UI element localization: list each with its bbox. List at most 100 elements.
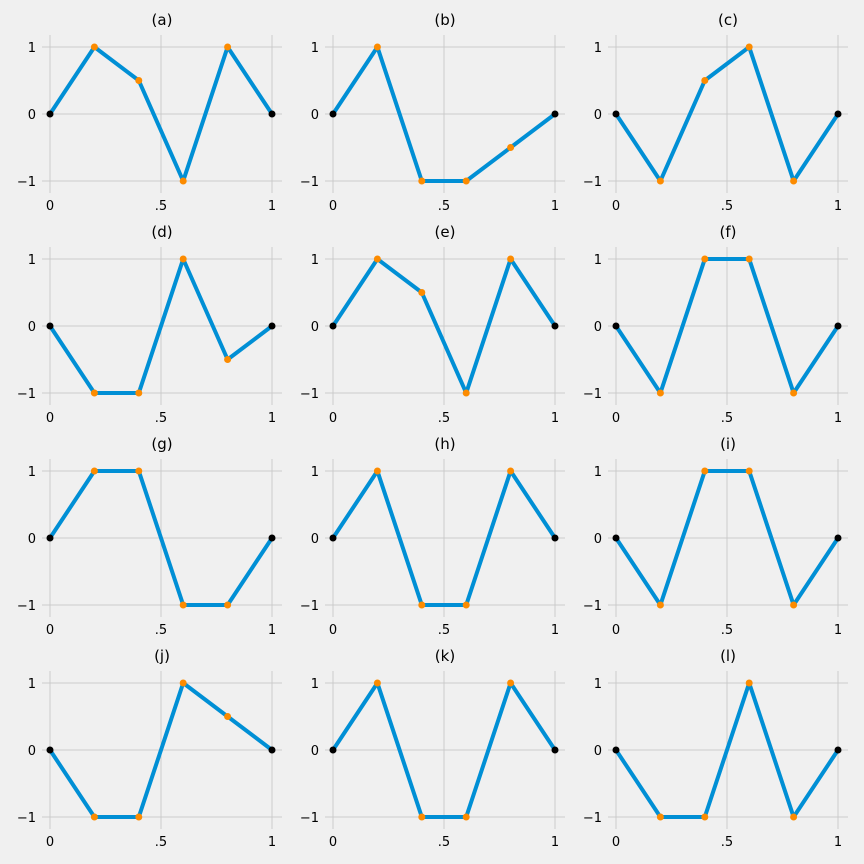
endpoint-marker <box>834 110 842 118</box>
data-point <box>90 813 98 821</box>
panel-8: (h) 0 .5 1 −1 0 1 <box>300 435 565 638</box>
x-tick-label: .5 <box>721 623 733 638</box>
x-tick-label: 1 <box>834 835 842 850</box>
series-line <box>614 681 840 819</box>
y-tick-label: 0 <box>594 108 602 123</box>
series-line <box>614 469 840 607</box>
y-tick-label: 0 <box>594 532 602 547</box>
y-tick-label: −1 <box>300 811 319 826</box>
y-tick-label: 0 <box>28 532 36 547</box>
y-tick-label: 1 <box>594 677 602 692</box>
endpoint-marker <box>46 534 54 542</box>
data-point <box>179 255 187 263</box>
data-point <box>418 289 426 296</box>
data-point <box>790 177 798 185</box>
data-point <box>507 255 515 263</box>
data-point <box>745 467 753 475</box>
y-tick-label: −1 <box>583 175 602 190</box>
data-point <box>179 177 187 185</box>
x-tick-label: 1 <box>268 623 276 638</box>
series-line <box>614 257 840 395</box>
data-point <box>507 144 515 151</box>
panel-5: (e) 0 .5 1 −1 0 1 <box>300 223 565 426</box>
y-tick-label: 1 <box>594 465 602 480</box>
y-tick-label: −1 <box>300 599 319 614</box>
endpoint-marker <box>329 322 337 330</box>
panel-7: (g) 0 .5 1 −1 0 1 <box>17 435 282 638</box>
data-point <box>373 255 381 263</box>
y-tick-label: 1 <box>311 465 319 480</box>
data-point <box>507 467 515 475</box>
x-tick-label: .5 <box>438 199 450 214</box>
endpoint-marker <box>46 322 54 330</box>
data-point <box>656 177 664 185</box>
panel-title: (l) <box>720 647 736 665</box>
y-tick-label: −1 <box>583 811 602 826</box>
y-tick-label: 1 <box>28 677 36 692</box>
data-point <box>373 43 381 51</box>
data-point <box>135 389 143 397</box>
x-tick-label: 0 <box>612 835 620 850</box>
data-point <box>790 601 798 609</box>
x-tick-label: 0 <box>46 835 54 850</box>
panel-title: (j) <box>154 647 170 665</box>
data-point <box>90 43 98 51</box>
panel-title: (f) <box>720 223 737 241</box>
x-tick-label: 1 <box>834 199 842 214</box>
x-tick-label: 0 <box>612 411 620 426</box>
data-point <box>701 467 709 475</box>
series-line <box>614 45 840 183</box>
y-tick-label: 0 <box>311 108 319 123</box>
data-point <box>135 813 143 821</box>
y-tick-label: −1 <box>300 387 319 402</box>
data-point <box>656 601 664 609</box>
data-point <box>179 601 187 609</box>
series-line <box>331 469 557 607</box>
x-tick-label: 0 <box>329 623 337 638</box>
data-point <box>90 389 98 397</box>
endpoint-marker <box>551 534 559 542</box>
x-tick-label: 0 <box>46 623 54 638</box>
series-line <box>48 257 274 395</box>
panel-1: (a) 0 .5 1 −1 0 1 <box>17 11 282 214</box>
x-tick-label: 1 <box>551 835 559 850</box>
x-tick-label: .5 <box>721 411 733 426</box>
y-tick-label: 1 <box>28 465 36 480</box>
panel-3: (c) 0 .5 1 −1 0 1 <box>583 11 848 214</box>
data-point <box>418 601 426 609</box>
panel-title: (k) <box>435 647 455 665</box>
panel-4: (d) 0 .5 1 −1 0 1 <box>17 223 282 426</box>
data-point <box>462 177 470 185</box>
data-point <box>745 679 753 687</box>
data-point <box>745 255 753 263</box>
x-tick-label: .5 <box>721 835 733 850</box>
panel-9: (i) 0 .5 1 −1 0 1 <box>583 435 848 638</box>
endpoint-marker <box>268 534 276 542</box>
data-point <box>462 813 470 821</box>
panel-11: (k) 0 .5 1 −1 0 1 <box>300 647 565 850</box>
panel-2: (b) 0 .5 1 −1 0 1 <box>300 11 565 214</box>
endpoint-marker <box>612 322 620 330</box>
x-tick-label: 1 <box>268 199 276 214</box>
endpoint-marker <box>329 110 337 118</box>
endpoint-marker <box>46 110 54 118</box>
y-tick-label: 1 <box>28 253 36 268</box>
x-tick-label: 0 <box>329 411 337 426</box>
y-tick-label: 1 <box>311 677 319 692</box>
data-point <box>224 356 232 363</box>
data-point <box>224 601 232 609</box>
panel-6: (f) 0 .5 1 −1 0 1 <box>583 223 848 426</box>
endpoint-marker <box>329 534 337 542</box>
data-point <box>135 467 143 475</box>
x-tick-label: 0 <box>46 411 54 426</box>
data-point <box>462 601 470 609</box>
endpoint-marker <box>834 322 842 330</box>
data-point <box>745 43 753 51</box>
data-point <box>224 713 232 720</box>
panel-10: (j) 0 .5 1 −1 0 1 <box>17 647 282 850</box>
data-point <box>135 77 143 84</box>
x-tick-label: .5 <box>438 411 450 426</box>
x-tick-label: .5 <box>155 835 167 850</box>
x-tick-label: 1 <box>268 835 276 850</box>
y-tick-label: −1 <box>583 599 602 614</box>
